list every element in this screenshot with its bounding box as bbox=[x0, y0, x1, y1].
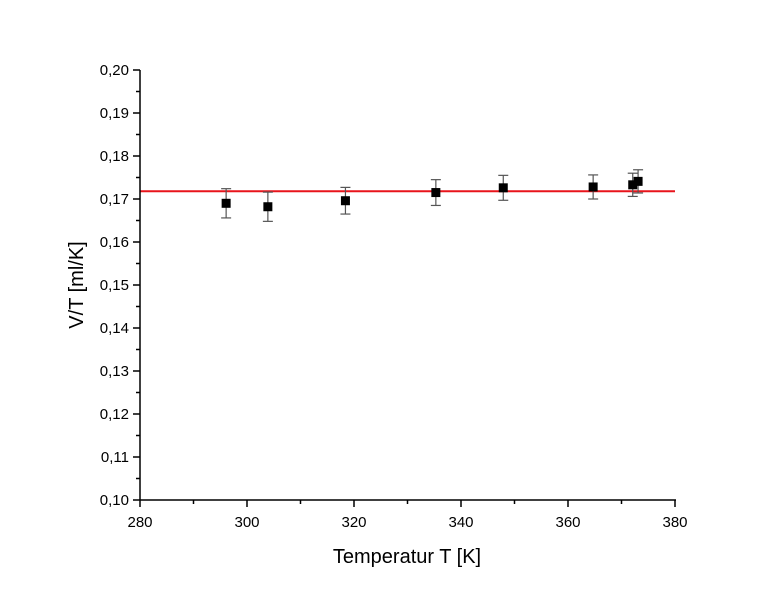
data-point bbox=[221, 188, 232, 219]
data-point bbox=[627, 172, 638, 198]
y-tick-label: 0,11 bbox=[101, 449, 129, 466]
data-point bbox=[340, 186, 351, 215]
square-marker bbox=[431, 188, 441, 198]
y-axis-title: V/T [ml/K] bbox=[66, 241, 88, 328]
x-tick-label: 300 bbox=[234, 514, 259, 531]
data-point bbox=[430, 179, 441, 207]
square-marker bbox=[633, 176, 643, 186]
x-tick-label: 360 bbox=[555, 514, 580, 531]
x-tick-label: 380 bbox=[662, 514, 687, 531]
y-tick-label: 0,19 bbox=[100, 105, 129, 122]
y-tick-label: 0,10 bbox=[100, 492, 129, 509]
x-tick-label: 340 bbox=[448, 514, 473, 531]
square-marker bbox=[628, 180, 638, 190]
data-point bbox=[498, 174, 509, 201]
y-tick-label: 0,14 bbox=[100, 320, 129, 337]
y-tick-label: 0,13 bbox=[100, 363, 129, 380]
y-tick-label: 0,17 bbox=[100, 191, 129, 208]
data-point bbox=[588, 174, 599, 200]
y-tick-label: 0,18 bbox=[100, 148, 129, 165]
plot-area bbox=[140, 169, 675, 222]
y-tick-label: 0,15 bbox=[100, 277, 129, 294]
x-axis-title: Temperatur T [K] bbox=[333, 546, 481, 568]
square-marker bbox=[588, 182, 598, 192]
y-tick-label: 0,20 bbox=[100, 62, 129, 79]
x-tick-label: 280 bbox=[127, 514, 152, 531]
data-point bbox=[262, 191, 273, 222]
x-tick-label: 320 bbox=[341, 514, 366, 531]
square-marker bbox=[221, 198, 231, 208]
square-marker bbox=[263, 202, 273, 212]
data-point bbox=[633, 169, 644, 194]
square-marker bbox=[498, 183, 508, 193]
y-tick-label: 0,12 bbox=[100, 406, 129, 423]
x-axis: 280 300 320 340 360 380 bbox=[127, 499, 688, 531]
y-axis: 0,10 0,11 0,12 0,13 0,14 0,15 0,16 0,17 0,18 0,19… bbox=[100, 62, 141, 509]
y-tick-label: 0,16 bbox=[100, 234, 129, 251]
square-marker bbox=[340, 196, 350, 206]
